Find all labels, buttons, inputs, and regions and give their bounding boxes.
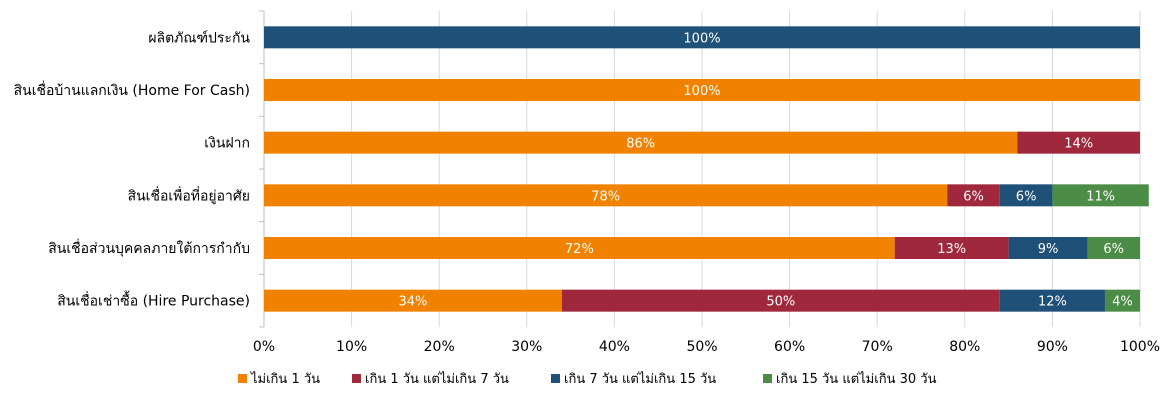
x-tick-label: 100% — [1120, 339, 1160, 355]
x-tick-label: 10% — [336, 339, 367, 355]
bar-segment — [1104, 289, 1140, 312]
data-label: 4% — [1112, 295, 1133, 310]
legend-label: เกิน 15 วัน แต่ไม่เกิน 30 วัน — [776, 371, 937, 387]
x-tick-label: 50% — [686, 339, 717, 355]
bar-segment — [947, 184, 1000, 207]
legend-swatch — [551, 374, 560, 383]
category-label: เงินฝาก — [204, 136, 250, 152]
x-tick-label: 30% — [511, 339, 542, 355]
data-label: 78% — [591, 189, 620, 204]
bar-segment — [264, 79, 1140, 101]
data-label: 6% — [1103, 242, 1124, 257]
legend-swatch — [352, 374, 361, 383]
bar-segment — [999, 184, 1053, 207]
x-tick-label: 0% — [253, 339, 275, 355]
category-label: ผลิตภัณฑ์ประกัน — [148, 29, 250, 46]
x-tick-label: 40% — [599, 339, 630, 355]
data-label: 34% — [398, 295, 427, 310]
x-tick-label: 60% — [774, 339, 805, 355]
bar-segment — [894, 237, 1009, 259]
bar-segment — [264, 184, 948, 207]
data-label: 50% — [766, 295, 795, 310]
bar-segment — [1052, 184, 1149, 207]
data-label: 100% — [683, 31, 720, 46]
data-label: 12% — [1038, 295, 1067, 310]
legend: ไม่เกิน 1 วัน เกิน 1 วัน แต่ไม่เกิน 7 วัน… — [238, 371, 937, 387]
data-label: 9% — [1038, 242, 1059, 257]
gridlines — [259, 10, 1141, 328]
legend-swatch — [238, 374, 247, 383]
bar-segment — [1087, 237, 1140, 259]
category-label: สินเชื่อส่วนบุคคลภายใต้การกำกับ — [48, 239, 250, 257]
x-tick-label: 80% — [949, 339, 980, 355]
category-label: สินเชื่อเช่าซื้อ (Hire Purchase) — [57, 291, 250, 310]
data-label: 14% — [1064, 137, 1093, 152]
x-tick-label: 20% — [424, 339, 455, 355]
bar-segment — [264, 237, 895, 259]
category-label: สินเชื่อเพื่อที่อยู่อาศัย — [128, 186, 250, 204]
data-label: 6% — [1016, 189, 1037, 204]
bar-segment — [1017, 131, 1140, 154]
legend-label: เกิน 1 วัน แต่ไม่เกิน 7 วัน — [365, 371, 509, 387]
bar-segment — [561, 289, 1000, 312]
legend-swatch — [763, 374, 772, 383]
data-label: 86% — [626, 137, 655, 152]
data-label: 100% — [683, 84, 720, 99]
data-label: 11% — [1086, 189, 1115, 204]
x-tick-label: 90% — [1037, 339, 1068, 355]
bar-segment — [264, 289, 562, 312]
bar-segment — [999, 289, 1105, 312]
bar-segment — [264, 131, 1018, 154]
category-label: สินเชื่อบ้านแลกเงิน (Home For Cash) — [14, 81, 250, 99]
data-label: 13% — [937, 242, 966, 257]
data-label: 6% — [963, 189, 984, 204]
x-axis-ticks: 0% 10% 20% 30% 40% 50% 60% 70% 80% 90% 100% — [253, 339, 1160, 355]
bar-segment — [264, 26, 1140, 49]
data-label: 72% — [565, 242, 594, 257]
legend-label: ไม่เกิน 1 วัน — [250, 371, 320, 387]
category-labels: ผลิตภัณฑ์ประกันสินเชื่อบ้านแลกเงิน (Home… — [14, 29, 251, 309]
x-tick-label: 70% — [862, 339, 893, 355]
legend-label: เกิน 7 วัน แต่ไม่เกิน 15 วัน — [564, 371, 716, 387]
bars: 100% 100% 86% 14% 78% 6% 6% 11% 72% 13% 9% 6% 34% 50%… — [264, 26, 1149, 312]
bar-segment — [1008, 237, 1088, 259]
